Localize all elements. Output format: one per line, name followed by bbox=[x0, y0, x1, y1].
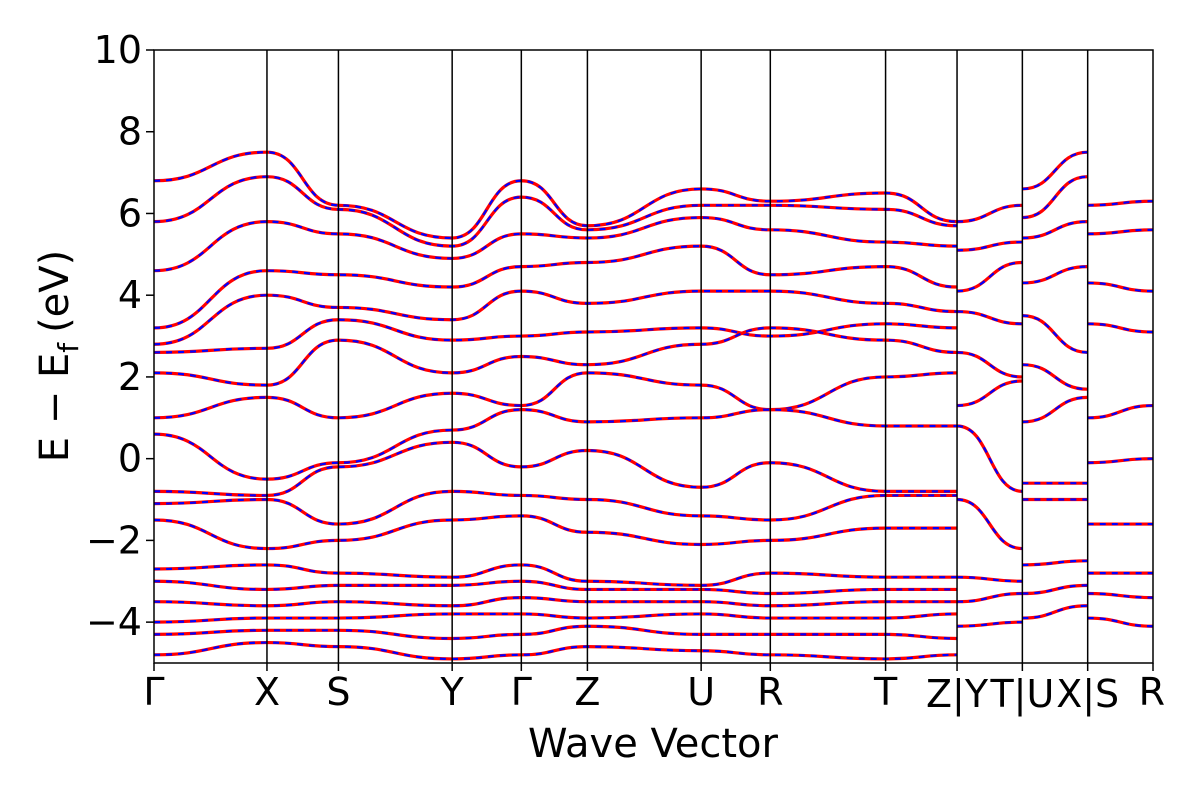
band-spin-up-7 bbox=[154, 371, 958, 420]
band-spin-down-20 bbox=[957, 261, 1023, 293]
band-spin-down-1 bbox=[154, 175, 958, 248]
band-spin-up-50 bbox=[1087, 616, 1153, 628]
y-tick-label-5: 6 bbox=[118, 191, 142, 235]
band-spin-up-14 bbox=[154, 596, 958, 608]
band-spin-up-38 bbox=[1022, 559, 1088, 567]
band-spin-up-25 bbox=[956, 497, 1023, 551]
band-spin-up-44 bbox=[1087, 322, 1153, 334]
x-ticks-layer: Γ X S Y Γ Z U R T Z|Y T|U X|S R bbox=[143, 663, 1165, 717]
x-tick-label-0: Γ bbox=[143, 670, 164, 714]
band-spin-up-32 bbox=[1022, 264, 1088, 285]
bands-layer bbox=[154, 150, 1153, 661]
band-spin-up-23 bbox=[957, 379, 1023, 408]
band-spin-up-40 bbox=[1022, 604, 1088, 620]
band-spin-down-9 bbox=[154, 441, 958, 497]
y-tick-label-6: 8 bbox=[118, 110, 142, 154]
band-spin-up-22 bbox=[957, 350, 1023, 379]
band-spin-up-11 bbox=[154, 514, 958, 551]
band-spin-down-30 bbox=[1022, 175, 1088, 219]
y-tick-label-2: 0 bbox=[118, 437, 142, 481]
y-tick-label-1: −2 bbox=[86, 518, 142, 562]
band-spin-up-4 bbox=[154, 289, 958, 346]
x-tick-label-6: U bbox=[687, 670, 715, 714]
band-spin-up-31 bbox=[1022, 220, 1088, 240]
x-tick-label-12: R bbox=[1139, 670, 1165, 714]
kpoint-lines-layer bbox=[266, 50, 1089, 663]
band-spin-down-16 bbox=[154, 625, 958, 640]
y-tick-label-0: −4 bbox=[86, 600, 142, 644]
y-tick-label-7: 10 bbox=[94, 28, 142, 72]
x-tick-label-11: X|S bbox=[1056, 672, 1119, 717]
y-tick-label-4: 4 bbox=[118, 273, 142, 317]
y-axis-title-subscript: f bbox=[52, 342, 85, 353]
band-spin-down-25 bbox=[956, 498, 1023, 550]
y-axis-title: E − Ef (eV) bbox=[32, 250, 85, 463]
plot-frame bbox=[153, 49, 1154, 664]
band-spin-down-13 bbox=[154, 580, 958, 595]
band-spin-down-12 bbox=[154, 563, 958, 587]
band-spin-up-3 bbox=[154, 244, 958, 330]
band-spin-up-18 bbox=[957, 203, 1023, 224]
band-spin-down-14 bbox=[154, 596, 958, 607]
band-spin-up-28 bbox=[957, 620, 1023, 628]
band-spin-down-0 bbox=[154, 151, 958, 240]
x-tick-label-9: Z|Y bbox=[926, 672, 989, 717]
band-spin-up-42 bbox=[1087, 228, 1153, 236]
band-spin-down-2 bbox=[154, 216, 958, 272]
x-tick-label-2: S bbox=[326, 670, 350, 714]
band-spin-down-11 bbox=[154, 514, 958, 550]
band-spin-down-29 bbox=[1022, 151, 1088, 191]
band-spin-up-26 bbox=[957, 575, 1023, 583]
x-tick-label-8: T bbox=[873, 670, 898, 714]
band-spin-down-7 bbox=[154, 371, 958, 419]
band-spin-up-21 bbox=[957, 309, 1023, 326]
band-spin-down-23 bbox=[957, 379, 1023, 407]
y-axis-title-main: E − E bbox=[32, 353, 78, 463]
y-tick-label-3: 2 bbox=[118, 355, 142, 399]
band-spin-up-16 bbox=[154, 624, 958, 641]
band-spin-down-35 bbox=[1022, 396, 1088, 423]
band-spin-up-35 bbox=[1022, 395, 1088, 424]
x-tick-label-1: X bbox=[254, 670, 280, 714]
band-spin-up-34 bbox=[1022, 363, 1088, 391]
band-spin-up-27 bbox=[957, 591, 1023, 604]
band-spin-up-41 bbox=[1087, 199, 1153, 207]
band-spin-down-10 bbox=[154, 490, 958, 526]
band-spin-up-9 bbox=[154, 440, 958, 498]
band-spin-up-45 bbox=[1087, 403, 1153, 420]
band-spin-up-49 bbox=[1087, 591, 1153, 600]
x-axis-title: Wave Vector bbox=[528, 721, 779, 767]
x-tick-label-7: R bbox=[757, 670, 783, 714]
band-spin-down-15 bbox=[154, 612, 958, 624]
band-spin-down-8 bbox=[154, 408, 958, 481]
band-spin-up-19 bbox=[957, 240, 1023, 252]
x-tick-label-5: Z bbox=[574, 670, 600, 714]
y-axis-title-unit: (eV) bbox=[32, 250, 78, 333]
band-spin-down-22 bbox=[957, 351, 1023, 379]
band-spin-up-6 bbox=[154, 326, 958, 387]
x-tick-label-3: Y bbox=[440, 670, 465, 714]
band-spin-down-6 bbox=[154, 326, 958, 387]
x-tick-label-4: Γ bbox=[511, 670, 532, 714]
band-spin-down-5 bbox=[154, 318, 958, 354]
band-spin-up-46 bbox=[1087, 457, 1153, 465]
band-spin-up-43 bbox=[1087, 281, 1153, 293]
band-spin-down-33 bbox=[1022, 314, 1088, 354]
x-tick-label-10: T|U bbox=[989, 672, 1054, 717]
y-ticks-layer: −4 −2 0 2 4 6 8 10 bbox=[86, 28, 154, 644]
band-spin-down-24 bbox=[956, 424, 1023, 493]
band-spin-up-2 bbox=[154, 215, 958, 273]
band-spin-down-34 bbox=[1022, 363, 1088, 391]
band-spin-up-39 bbox=[1022, 583, 1088, 596]
band-spin-down-3 bbox=[154, 245, 958, 329]
band-spin-down-17 bbox=[154, 641, 958, 661]
